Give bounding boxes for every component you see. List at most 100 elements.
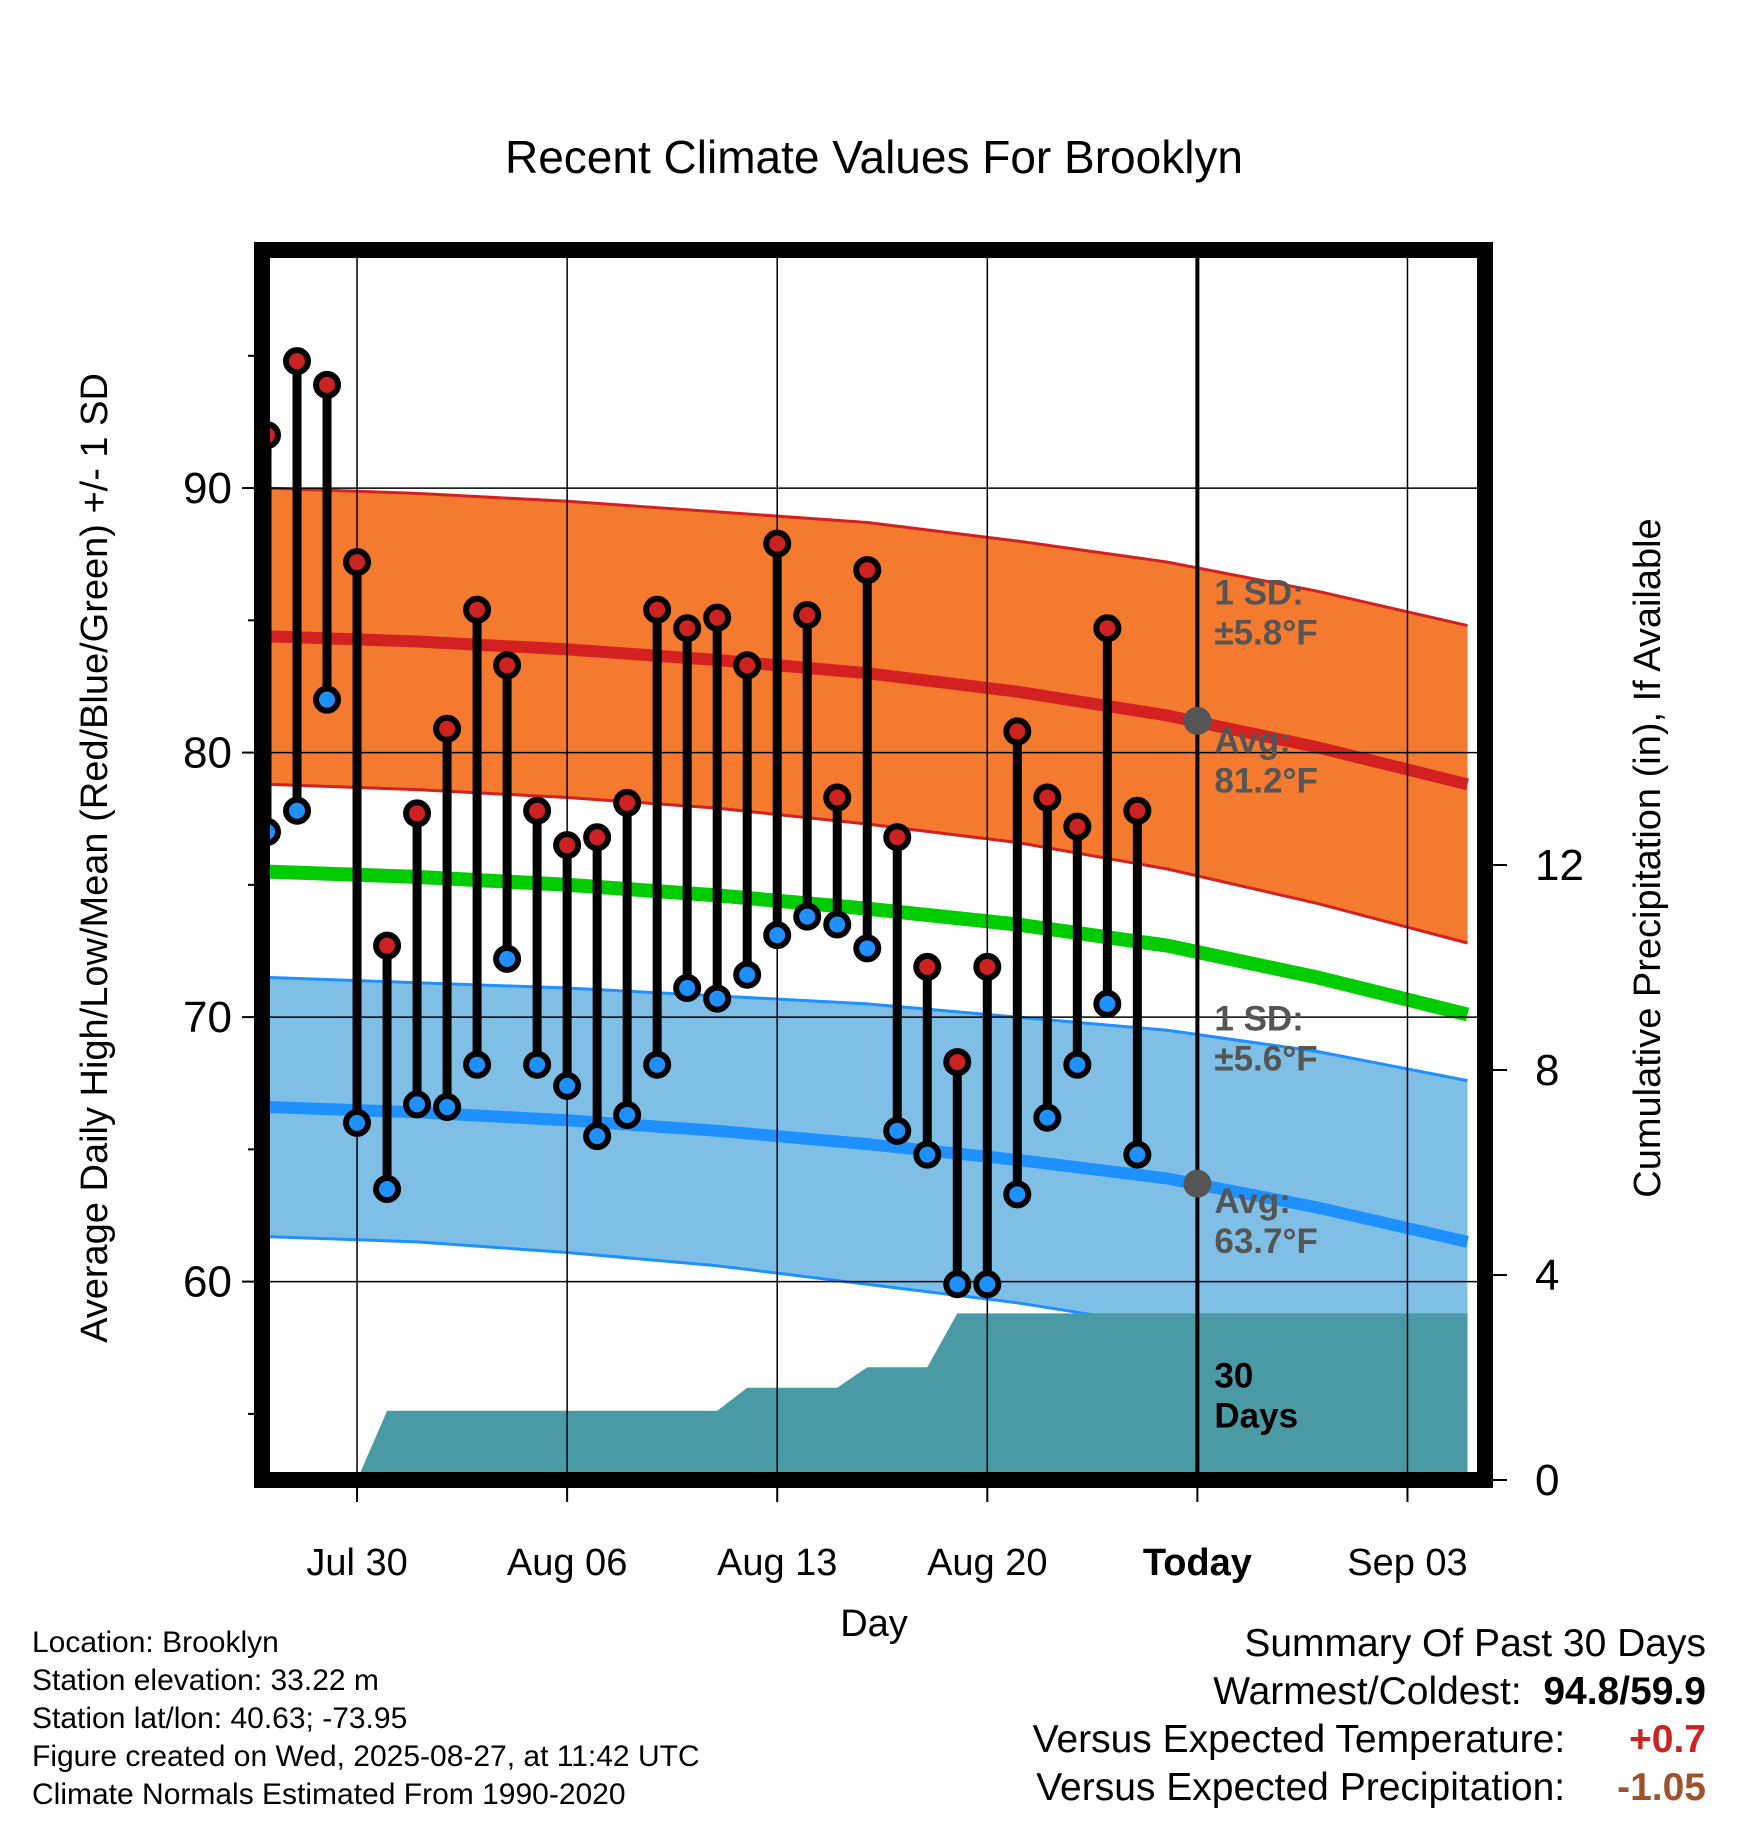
high-observation-point bbox=[763, 529, 792, 558]
summary-title: Summary Of Past 30 Days bbox=[1244, 1622, 1706, 1665]
x-tick-label: Aug 06 bbox=[507, 1542, 627, 1584]
x-tick-label: Jul 30 bbox=[306, 1542, 407, 1584]
annotation-label: 1 SD: bbox=[1214, 999, 1303, 1038]
low-observation-point bbox=[523, 1050, 552, 1079]
high-observation-point bbox=[1156, 0, 1178, 11]
annotation-label: Avg: bbox=[1214, 722, 1290, 761]
low-observation-point bbox=[883, 1116, 912, 1145]
high-sd-band-upper-edge bbox=[266, 486, 1468, 628]
low-avg-line bbox=[266, 1101, 1469, 1248]
high-observation-point bbox=[853, 556, 882, 585]
high-observation-point bbox=[433, 714, 462, 743]
low-observation-point bbox=[853, 934, 882, 963]
y-tick-label: 90 bbox=[183, 464, 232, 513]
high-observation-point bbox=[673, 614, 702, 643]
low-observation-point bbox=[1093, 989, 1122, 1018]
elevation-text: Station elevation: 33.22 m bbox=[32, 1664, 379, 1697]
low-observation-point bbox=[1063, 1050, 1092, 1079]
low-observation-point bbox=[613, 1100, 642, 1129]
low-observation-point bbox=[733, 960, 762, 989]
low-observation-point bbox=[313, 685, 342, 714]
y-tick-label: 80 bbox=[183, 729, 232, 778]
x-tick-label: Today bbox=[1143, 1542, 1252, 1584]
high-observation-point bbox=[1063, 812, 1092, 841]
high-observation-point bbox=[823, 783, 852, 812]
low-observation-point bbox=[553, 1071, 582, 1100]
precip-deviation-row: Versus Expected Precipitation: -1.05 bbox=[1033, 1764, 1706, 1812]
low-observation-point bbox=[823, 910, 852, 939]
low-sd-band-upper-edge bbox=[266, 975, 1468, 1083]
latlon-text: Station lat/lon: 40.63; -73.95 bbox=[32, 1702, 408, 1735]
annotation-value: 81.2°F bbox=[1214, 762, 1318, 801]
high-observation-point bbox=[883, 823, 912, 852]
high-observation-point bbox=[793, 601, 822, 630]
high-observation-point bbox=[943, 1048, 972, 1077]
high-observation-point bbox=[1003, 717, 1032, 746]
y-tick-label: 60 bbox=[183, 1258, 232, 1307]
high-observation-point bbox=[1123, 796, 1152, 825]
high-observation-point bbox=[703, 603, 732, 632]
low-observation-point bbox=[943, 1270, 972, 1299]
low-observation-point bbox=[763, 921, 792, 950]
high-observation-point bbox=[403, 799, 432, 828]
high-observation-point bbox=[613, 788, 642, 817]
low-observation-point bbox=[1033, 1103, 1062, 1132]
today-normal-marker bbox=[1183, 1169, 1212, 1198]
annotation-value: 63.7°F bbox=[1214, 1222, 1318, 1261]
y2-axis-label: Cumulative Precipitation (in), If Availa… bbox=[1627, 518, 1669, 1197]
low-observation-point bbox=[493, 944, 522, 973]
low-observation-point bbox=[433, 1093, 462, 1122]
warm-cold-row: Warmest/Coldest: 94.8/59.9 bbox=[1033, 1668, 1706, 1716]
y2-tick-label: 8 bbox=[1535, 1046, 1559, 1095]
warm-value: 94.8 bbox=[1543, 1670, 1620, 1713]
x-tick-label: Sep 03 bbox=[1347, 1542, 1467, 1584]
low-observation-point bbox=[913, 1140, 942, 1169]
high-observation-point bbox=[523, 796, 552, 825]
high-observation-point bbox=[1033, 783, 1062, 812]
x-axis-label: Day bbox=[840, 1603, 908, 1645]
low-observation-point bbox=[1156, 0, 1178, 11]
high-observation-point bbox=[463, 595, 492, 624]
annotation-value: Days bbox=[1214, 1396, 1298, 1435]
high-observation-point bbox=[913, 952, 942, 981]
high-observation-point bbox=[1093, 614, 1122, 643]
low-observation-point bbox=[403, 1090, 432, 1119]
low-observation-point bbox=[643, 1050, 672, 1079]
normals-text: Climate Normals Estimated From 1990-2020 bbox=[32, 1778, 626, 1811]
high-observation-point bbox=[583, 823, 612, 852]
y2-tick-label: 12 bbox=[1535, 841, 1584, 890]
high-observation-point bbox=[553, 831, 582, 860]
temp-deviation-row: Versus Expected Temperature: +0.7 bbox=[1033, 1716, 1706, 1764]
high-observation-point bbox=[373, 931, 402, 960]
low-observation-point bbox=[703, 984, 732, 1013]
summary-panel: Summary Of Past 30 Days Warmest/Coldest:… bbox=[1033, 1620, 1706, 1812]
y2-tick-label: 4 bbox=[1535, 1251, 1559, 1300]
plot-frame bbox=[254, 242, 1493, 1488]
high-observation-point bbox=[493, 651, 522, 680]
annotation-label: Avg: bbox=[1214, 1182, 1290, 1221]
high-observation-point bbox=[343, 548, 372, 577]
chart-title: Recent Climate Values For Brooklyn bbox=[505, 131, 1243, 183]
cumulative-precip-area bbox=[327, 1313, 1468, 1480]
precip-deviation-value: -1.05 bbox=[1617, 1766, 1706, 1809]
cold-value: 59.9 bbox=[1630, 1670, 1706, 1713]
annotation-value: ±5.6°F bbox=[1214, 1039, 1317, 1078]
annotation-label: 30 bbox=[1214, 1356, 1253, 1395]
low-observation-point bbox=[343, 1108, 372, 1137]
low-observation-point bbox=[583, 1122, 612, 1151]
annotation-label: 1 SD: bbox=[1214, 573, 1303, 612]
today-normal-marker bbox=[1183, 706, 1212, 735]
y-axis-label: Average Daily High/Low/Mean (Red/Blue/Gr… bbox=[74, 373, 116, 1343]
low-observation-point bbox=[793, 902, 822, 931]
high-observation-point bbox=[313, 370, 342, 399]
location-text: Location: Brooklyn bbox=[32, 1626, 279, 1659]
high-observation-point bbox=[973, 952, 1002, 981]
precip-deviation-label: Versus Expected Precipitation: bbox=[1036, 1766, 1566, 1809]
high-observation-point bbox=[733, 651, 762, 680]
low-observation-point bbox=[673, 974, 702, 1002]
y2-tick-label: 0 bbox=[1535, 1456, 1559, 1505]
temp-deviation-value: +0.7 bbox=[1629, 1718, 1706, 1761]
y-tick-label: 70 bbox=[183, 993, 232, 1042]
